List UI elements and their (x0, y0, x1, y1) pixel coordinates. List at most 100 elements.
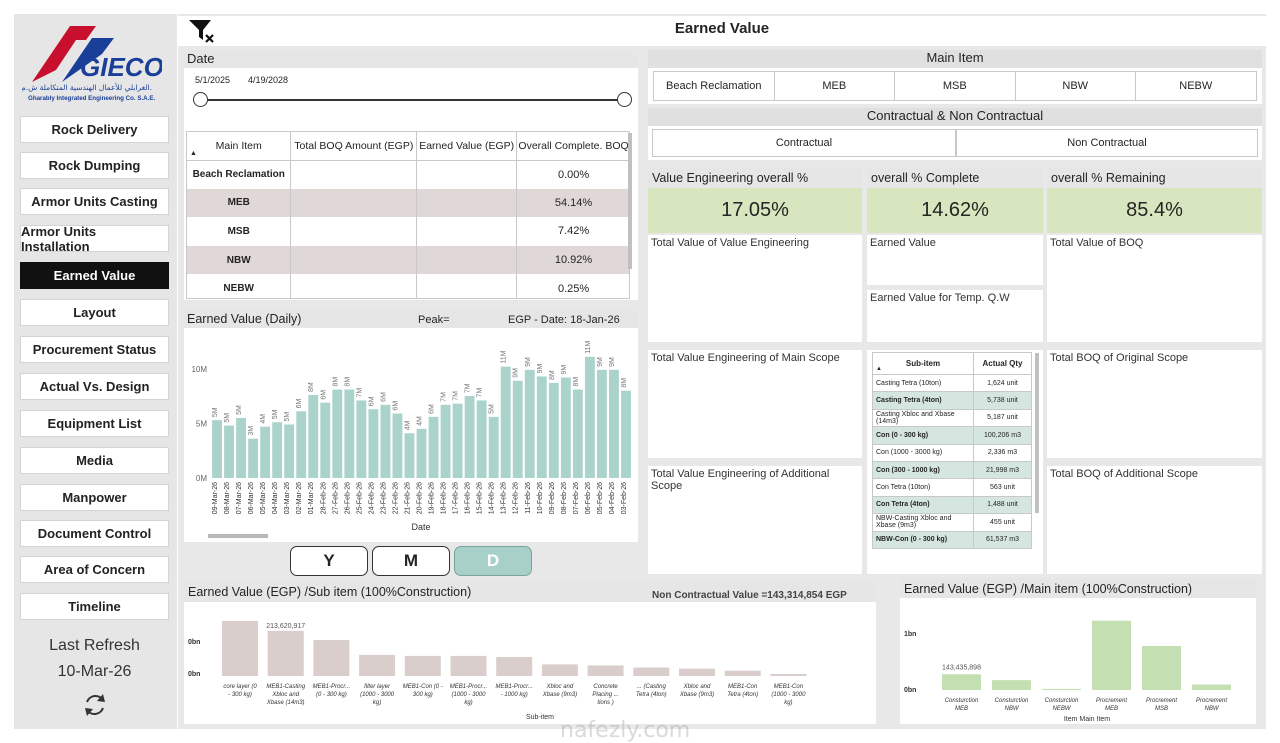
bar[interactable] (450, 655, 487, 676)
bar[interactable] (496, 656, 533, 676)
nav-equipment-list[interactable]: Equipment List (20, 410, 169, 437)
bar[interactable] (992, 680, 1031, 690)
bar[interactable] (320, 402, 331, 478)
bar[interactable] (724, 670, 761, 676)
sort-asc-icon[interactable]: ▲ (876, 366, 882, 372)
bar[interactable] (236, 417, 247, 478)
col-sub-item[interactable]: Sub-item ▲ (872, 352, 974, 375)
bar[interactable] (267, 630, 304, 676)
nav-layout[interactable]: Layout (20, 299, 169, 326)
bar[interactable] (548, 382, 559, 478)
col-earned-value[interactable]: Earned Value (EGP) (416, 132, 518, 161)
bar[interactable] (272, 422, 283, 478)
table-row[interactable]: NBW-Con (0 - 300 kg) 61,537 m3 (872, 530, 1032, 549)
month-button[interactable]: M (372, 546, 450, 576)
col-overall-complete[interactable]: Overall Complete. BOQ (516, 132, 629, 161)
bar[interactable] (416, 428, 427, 478)
bar[interactable] (679, 668, 715, 676)
bar[interactable] (313, 640, 350, 676)
nav-area-of-concern[interactable]: Area of Concern (20, 556, 169, 583)
table-row[interactable]: Beach Reclamation 0.00% (187, 160, 629, 189)
bar[interactable] (609, 369, 619, 478)
date-range-track[interactable] (200, 99, 625, 101)
main-item-option-meb[interactable]: MEB (773, 71, 895, 101)
main-item-option-nbw[interactable]: NBW (1014, 71, 1136, 101)
bar[interactable] (1192, 684, 1231, 691)
main-item-option-beach-reclamation[interactable]: Beach Reclamation (653, 71, 775, 101)
bar[interactable] (536, 376, 547, 478)
bar[interactable] (308, 394, 319, 478)
main-item-option-nebw[interactable]: NEBW (1135, 71, 1257, 101)
bar[interactable] (1042, 688, 1081, 690)
bar[interactable] (356, 400, 367, 478)
contractual-option[interactable]: Contractual (652, 129, 956, 157)
non-contractual-option[interactable]: Non Contractual (956, 129, 1258, 157)
bar[interactable] (572, 389, 583, 478)
bar[interactable] (512, 380, 523, 478)
bar[interactable] (524, 369, 535, 478)
bar[interactable] (587, 665, 624, 676)
year-button[interactable]: Y (290, 546, 368, 576)
col-main-item[interactable]: Main Item ▲ (187, 132, 292, 161)
bar[interactable] (428, 416, 439, 478)
bar[interactable] (476, 400, 487, 478)
nav-media[interactable]: Media (20, 447, 169, 474)
bar[interactable] (452, 403, 463, 478)
bar[interactable] (1092, 620, 1131, 690)
day-button[interactable]: D (454, 546, 532, 576)
date-end-handle[interactable] (617, 92, 632, 107)
nav-timeline[interactable]: Timeline (20, 593, 169, 620)
bar[interactable] (404, 433, 415, 478)
date-start-handle[interactable] (193, 92, 208, 107)
bar[interactable] (942, 674, 981, 690)
refresh-icon[interactable] (80, 690, 110, 720)
bar[interactable] (596, 369, 607, 478)
nav-rock-delivery[interactable]: Rock Delivery (20, 116, 169, 143)
table-row[interactable]: MSB 7.42% (187, 217, 629, 246)
bar[interactable] (344, 389, 355, 478)
bar[interactable] (392, 413, 403, 478)
table-row[interactable]: Casting Xbloc and Xbase (14m3) 5,187 unit (872, 408, 1032, 428)
nav-rock-dumping[interactable]: Rock Dumping (20, 152, 169, 179)
col-actual-qty[interactable]: Actual Qty (973, 352, 1032, 375)
table-row[interactable]: Casting Tetra (4ton) 5,738 unit (872, 391, 1032, 410)
main-item-option-msb[interactable]: MSB (894, 71, 1016, 101)
date-end[interactable]: 4/19/2028 (248, 75, 289, 85)
bar[interactable] (541, 664, 578, 676)
bar[interactable] (212, 420, 222, 478)
table-scrollbar[interactable] (628, 133, 632, 269)
bar[interactable] (488, 416, 499, 478)
sort-asc-icon[interactable]: ▲ (190, 149, 197, 157)
table-row[interactable]: Con Tetra (10ton) 563 unit (872, 478, 1032, 497)
bar[interactable] (633, 667, 670, 676)
bar[interactable] (584, 356, 595, 478)
nav-armor-units-installation[interactable]: Armor Units Installation (20, 224, 169, 254)
bar[interactable] (332, 389, 343, 478)
bar[interactable] (359, 654, 396, 676)
nav-armor-units-casting[interactable]: Armor Units Casting (20, 188, 169, 215)
bar[interactable] (404, 655, 441, 676)
nav-manpower[interactable]: Manpower (20, 484, 169, 511)
table-row[interactable]: Casting Tetra (10ton) 1,624 unit (872, 373, 1032, 393)
table-row[interactable]: Con (1000 - 3000 kg) 2,336 m3 (872, 443, 1032, 462)
sub-table-scrollbar[interactable] (1035, 353, 1039, 513)
table-row[interactable]: NBW-Casting Xbloc and Xbase (9m3) 455 uni… (872, 513, 1032, 532)
bar[interactable] (224, 425, 234, 478)
bar[interactable] (248, 438, 259, 478)
nav-actual-vs-design[interactable]: Actual Vs. Design (20, 373, 169, 400)
bar[interactable] (500, 366, 511, 478)
table-row[interactable]: Con Tetra (4ton) 1,488 unit (872, 495, 1032, 515)
date-start[interactable]: 5/1/2025 (195, 75, 231, 85)
bar[interactable] (440, 404, 451, 478)
nav-document-control[interactable]: Document Control (20, 520, 169, 547)
bar[interactable] (1142, 646, 1181, 690)
bar[interactable] (284, 424, 295, 478)
table-row[interactable]: MEB 54.14% (187, 188, 629, 218)
table-row[interactable]: Con (0 - 300 kg) 100,206 m3 (872, 426, 1032, 445)
bar[interactable] (368, 409, 379, 478)
bar[interactable] (380, 404, 391, 478)
bar[interactable] (770, 673, 807, 676)
bar[interactable] (621, 390, 631, 478)
daily-chart-scrollbar[interactable] (208, 534, 268, 538)
bar[interactable] (560, 377, 571, 478)
